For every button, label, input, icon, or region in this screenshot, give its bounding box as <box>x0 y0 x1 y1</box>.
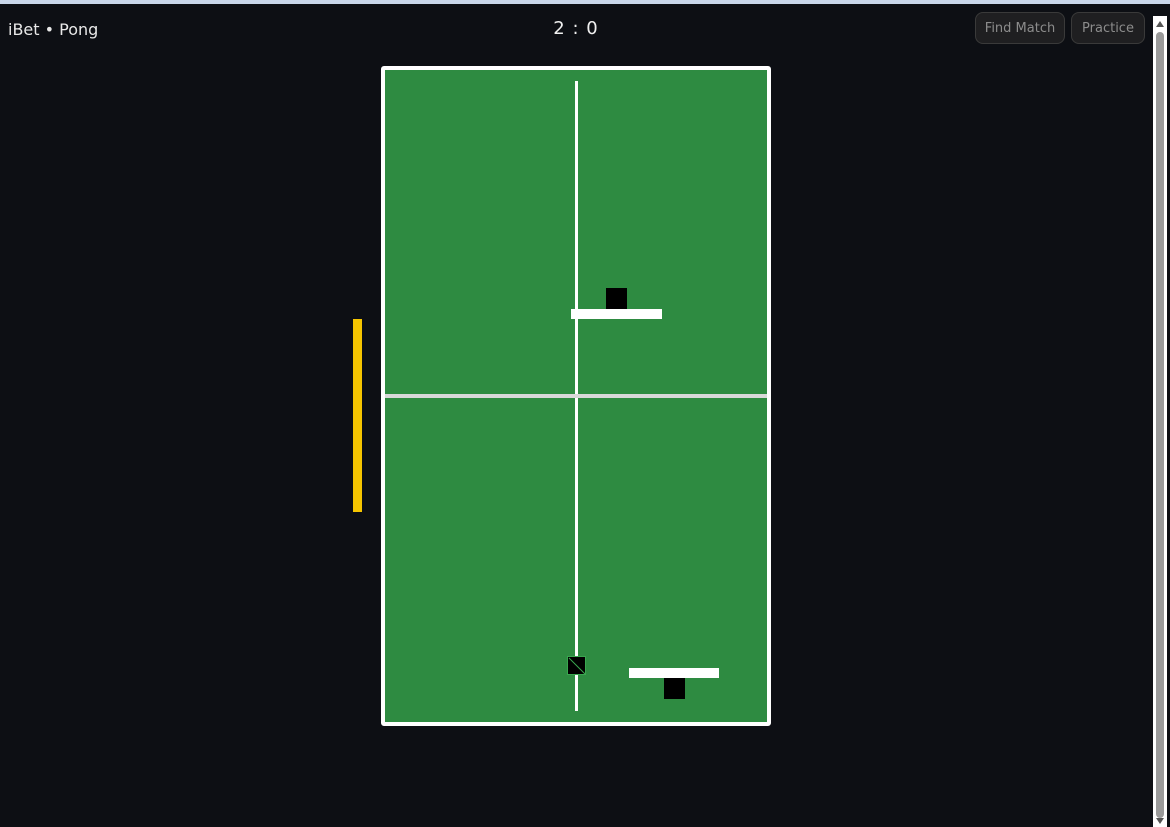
ball <box>567 656 586 675</box>
player-paddle[interactable] <box>629 668 719 678</box>
find-match-button[interactable]: Find Match <box>975 12 1065 44</box>
scrollbar-thumb[interactable] <box>1156 32 1164 818</box>
app-title: iBet • Pong <box>8 20 99 39</box>
triangle-down-icon[interactable] <box>1153 815 1167 827</box>
net <box>385 394 767 398</box>
triangle-up-icon[interactable] <box>1153 18 1167 30</box>
power-meter-bar <box>353 319 362 512</box>
game-board[interactable] <box>381 66 771 726</box>
vertical-scrollbar[interactable] <box>1153 16 1167 827</box>
opponent-player <box>606 288 627 309</box>
player-avatar <box>664 678 685 699</box>
practice-button[interactable]: Practice <box>1071 12 1145 44</box>
window-top-border <box>0 0 1170 4</box>
ball-icon <box>568 657 585 674</box>
opponent-paddle <box>571 309 662 319</box>
scoreboard: 2 : 0 <box>553 18 599 39</box>
